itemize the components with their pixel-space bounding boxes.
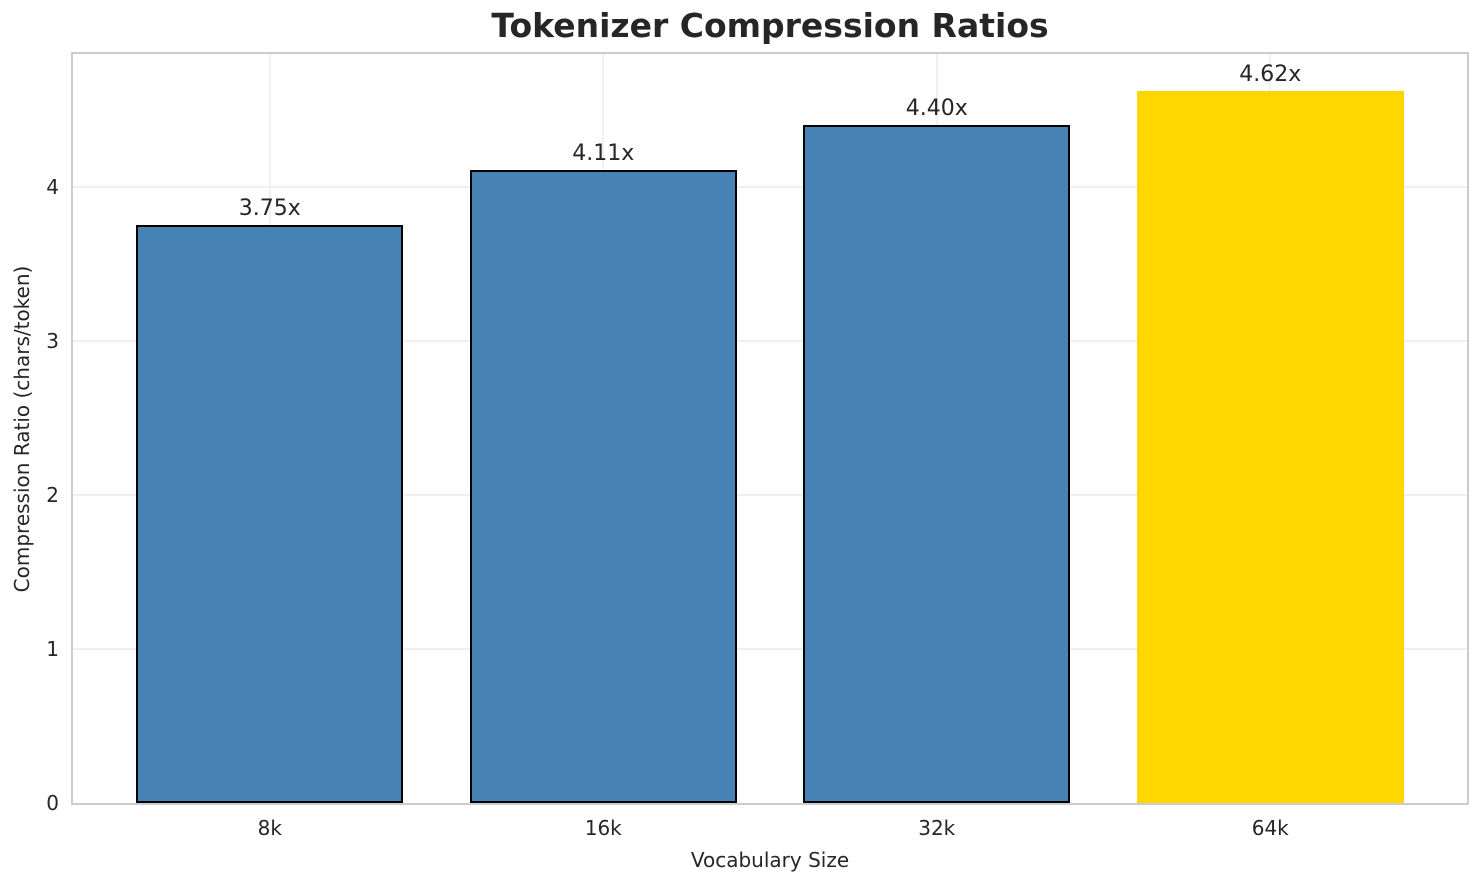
y-axis-label: Compression Ratio (chars/token) [10,265,34,593]
gridline-horizontal [73,339,1467,342]
bar-8k [136,225,404,803]
x-tick-label: 8k [257,816,282,840]
bar-32k [803,124,1071,803]
gridline-horizontal [73,647,1467,650]
x-axis-label: Vocabulary Size [690,848,850,872]
gridline-horizontal [73,185,1467,188]
y-tick-label: 3 [46,328,59,353]
bar-value-label: 4.11x [572,140,635,166]
bar-16k [469,169,737,803]
y-tick-label: 1 [46,636,59,661]
bar-value-label: 4.40x [905,95,968,121]
bar-value-label: 4.62x [1239,61,1302,87]
bar-value-label: 3.75x [238,196,301,222]
plot-area [71,52,1469,805]
x-tick-label: 64k [1251,816,1289,840]
y-tick-label: 0 [46,791,59,815]
x-tick-label: 32k [918,816,956,840]
y-tick-label: 4 [46,174,59,199]
gridline-horizontal [73,493,1467,496]
x-tick-label: 16k [584,816,622,840]
chart-title: Tokenizer Compression Ratios [491,6,1049,45]
bar-64k [1136,91,1404,803]
y-tick-label: 2 [46,482,59,507]
